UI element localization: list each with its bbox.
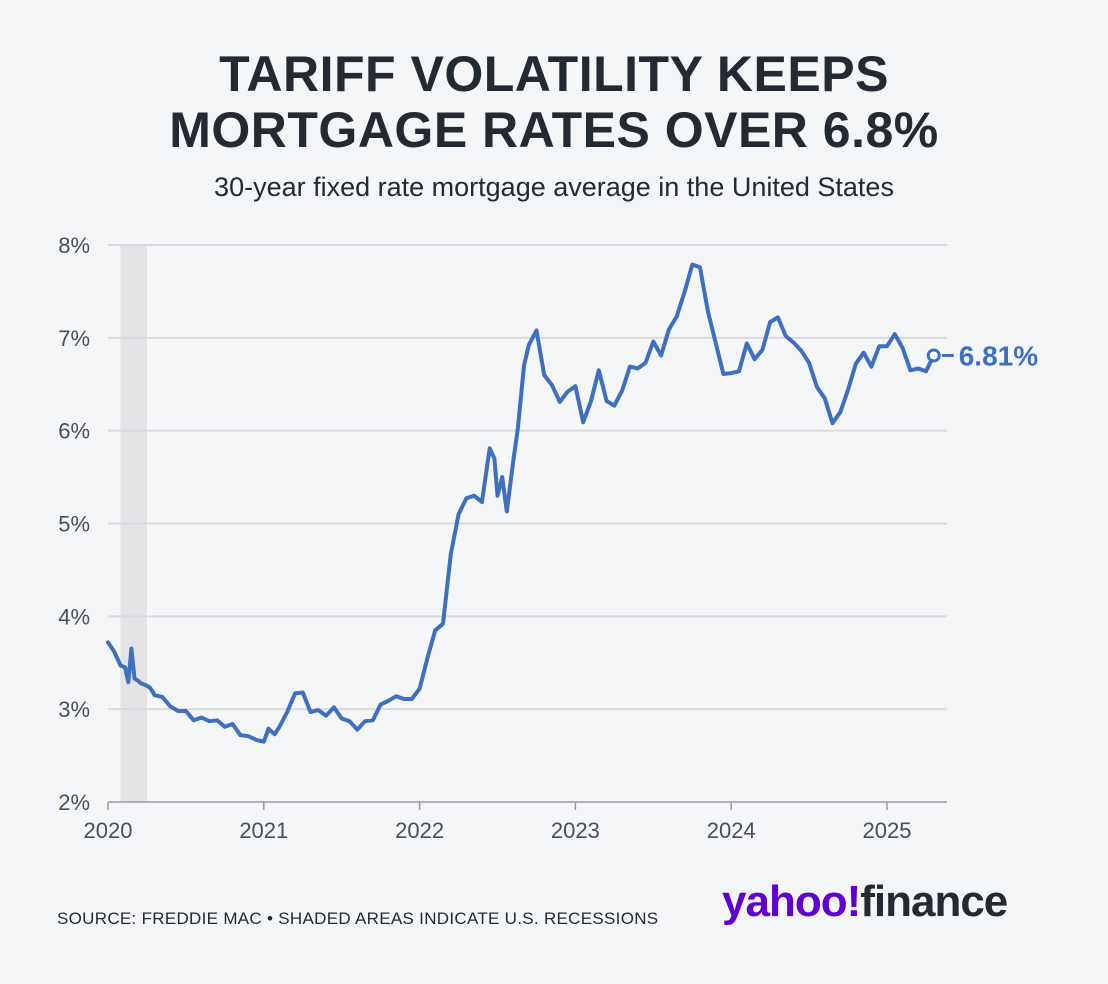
x-tick-label: 2023 — [551, 818, 600, 843]
y-tick-label: 5% — [58, 512, 90, 537]
series-line — [106, 262, 936, 744]
x-tick-label: 2022 — [395, 818, 444, 843]
logo-yahoo-text: yahoo! — [722, 877, 861, 926]
chart-subtitle: 30-year fixed rate mortgage average in t… — [214, 172, 894, 202]
end-value-label: 6.81% — [959, 340, 1038, 371]
title-line-2: MORTGAGE RATES OVER 6.8% — [169, 102, 939, 158]
end-point-marker — [926, 348, 941, 363]
title-line-1: TARIFF VOLATILITY KEEPS — [219, 46, 889, 102]
x-tick-label: 2024 — [707, 818, 756, 843]
y-tick-label: 7% — [58, 326, 90, 351]
y-tick-label: 8% — [58, 233, 90, 258]
yahoo-finance-logo: yahoo!finance — [722, 874, 1008, 930]
y-tick-label: 6% — [58, 419, 90, 444]
source-note: SOURCE: FREDDIE MAC • SHADED AREAS INDIC… — [57, 909, 659, 928]
y-tick-label: 4% — [58, 604, 90, 629]
y-tick-label: 2% — [58, 790, 90, 815]
logo-finance-text: finance — [860, 877, 1008, 926]
y-tick-label: 3% — [58, 697, 90, 722]
x-tick-label: 2020 — [84, 818, 133, 843]
chart-title: TARIFF VOLATILITY KEEPS MORTGAGE RATES O… — [0, 46, 1108, 158]
x-tick-label: 2021 — [239, 818, 288, 843]
x-tick-label: 2025 — [863, 818, 912, 843]
